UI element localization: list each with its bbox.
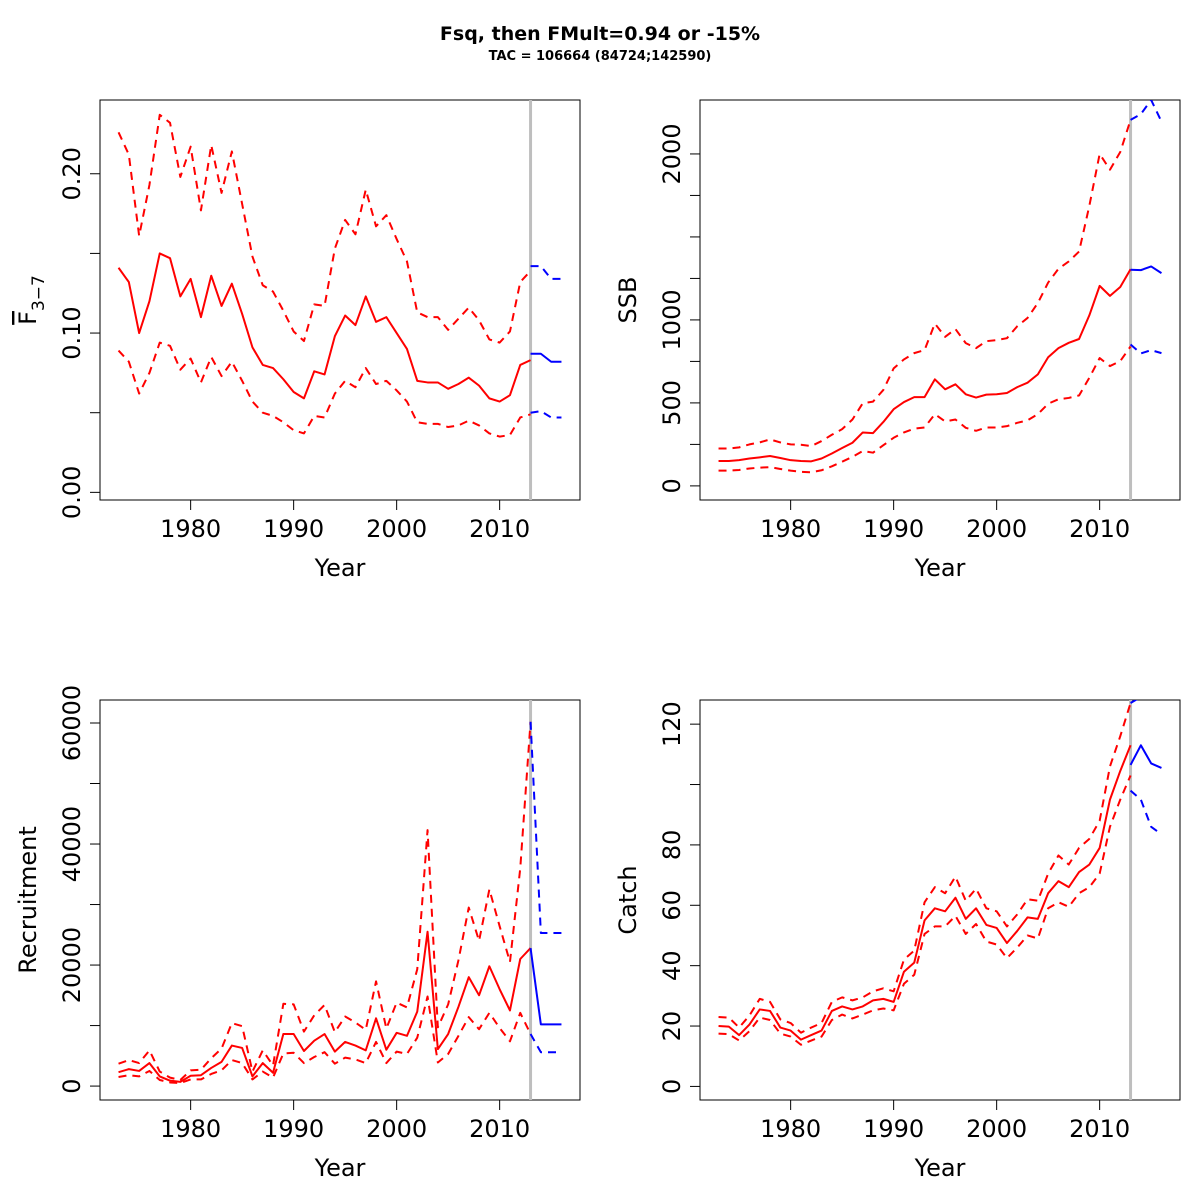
- data-series: [718, 100, 1163, 474]
- panel-fbar: 1980 1990 2000 2010 Year 0.00 0.10 0.20 F3−7: [14, 99, 581, 582]
- x-tick-label: 2010: [469, 515, 530, 543]
- y-axis-label-subscript: 3−7: [29, 275, 49, 311]
- forecast-median-line: [529, 947, 562, 1026]
- y-tick-label: 120: [658, 701, 686, 747]
- forecast-lower-line: [1129, 789, 1163, 836]
- y-tick-label: 40000: [58, 806, 86, 882]
- forecast-lower-line: [530, 410, 562, 419]
- y-tick-label: 80: [658, 830, 686, 861]
- panel-ssb: 1980 1990 2000 2010 Year 0 500 1000 2000 SSB: [614, 99, 1181, 582]
- history-median-line: [118, 930, 532, 1083]
- forecast-upper-line: [529, 721, 562, 934]
- y-axis-label: F3−7: [14, 275, 49, 325]
- history-median-line: [718, 744, 1132, 1041]
- y-tick-label: 2000: [658, 123, 686, 184]
- panel-catch: 1980 1990 2000 2010 Year 0 20 40 60 80 120 Catch: [614, 699, 1181, 1182]
- figure-title: Fsq, then FMult=0.94 or -15%: [440, 23, 760, 45]
- data-series: [117, 113, 562, 438]
- y-axis-label-main: F: [14, 311, 42, 325]
- x-tick-label: 1990: [263, 1115, 324, 1143]
- panel-recruitment: 1980 1990 2000 2010 Year 0 20000 40000 60000 Recr…: [14, 685, 581, 1182]
- y-tick-label: 0.20: [58, 147, 86, 200]
- y-tick-label: 500: [658, 380, 686, 426]
- y-tick-label: 20: [658, 1011, 686, 1042]
- y-axis-label: Catch: [614, 865, 642, 934]
- y-tick-label: 60: [658, 890, 686, 921]
- x-tick-label: 2000: [966, 1115, 1027, 1143]
- history-upper-line: [718, 702, 1132, 1034]
- history-lower-line: [118, 995, 532, 1085]
- forecast-upper-line: [530, 265, 562, 280]
- x-tick-label: 2000: [366, 1115, 427, 1143]
- history-lower-line: [117, 341, 531, 438]
- x-axis-label: Year: [314, 554, 366, 582]
- x-axis-label: Year: [914, 1154, 966, 1182]
- y-axis-label: Recruitment: [14, 826, 42, 973]
- x-tick-label: 2010: [1069, 1115, 1130, 1143]
- x-tick-label: 1990: [863, 1115, 924, 1143]
- x-tick-label: 1990: [863, 515, 924, 543]
- x-axis-label: Year: [314, 1154, 366, 1182]
- x-axis-label: Year: [914, 554, 966, 582]
- y-tick-label: 0.00: [58, 466, 86, 519]
- forecast-median-line: [1130, 265, 1163, 274]
- y-tick-label: 0: [658, 1079, 686, 1094]
- x-tick-label: 1990: [263, 515, 324, 543]
- y-tick-label: 40: [658, 950, 686, 981]
- x-tick-label: 2000: [966, 515, 1027, 543]
- x-tick-label: 2010: [469, 1115, 530, 1143]
- y-tick-label: 60000: [58, 685, 86, 761]
- forecast-lower-line: [1129, 343, 1162, 355]
- forecast-median-line: [530, 352, 562, 363]
- history-median-line: [117, 252, 531, 403]
- x-tick-label: 1980: [760, 1115, 821, 1143]
- y-tick-label: 0: [658, 478, 686, 493]
- history-upper-line: [718, 119, 1132, 450]
- x-tick-label: 2010: [1069, 515, 1130, 543]
- x-tick-label: 1980: [160, 515, 221, 543]
- y-tick-label: 1000: [658, 289, 686, 350]
- y-axis-label-main: Recruitment: [14, 826, 42, 973]
- y-tick-label: 0: [58, 1078, 86, 1093]
- x-tick-label: 1980: [760, 515, 821, 543]
- data-series: [118, 721, 562, 1085]
- y-axis-label-main: Catch: [614, 865, 642, 934]
- x-tick-label: 1980: [160, 1115, 221, 1143]
- data-series: [718, 700, 1163, 1046]
- y-axis-label: SSB: [614, 277, 642, 324]
- history-lower-line: [718, 775, 1132, 1046]
- y-tick-label: 0.10: [58, 306, 86, 359]
- figure-subtitle: TAC = 106664 (84724;142590): [489, 49, 712, 64]
- y-axis-label-main: SSB: [614, 277, 642, 324]
- history-median-line: [718, 268, 1132, 463]
- x-tick-label: 2000: [366, 515, 427, 543]
- forecast-median-line: [1129, 744, 1162, 769]
- y-tick-label: 20000: [58, 927, 86, 1003]
- forecast-upper-line: [1130, 100, 1163, 123]
